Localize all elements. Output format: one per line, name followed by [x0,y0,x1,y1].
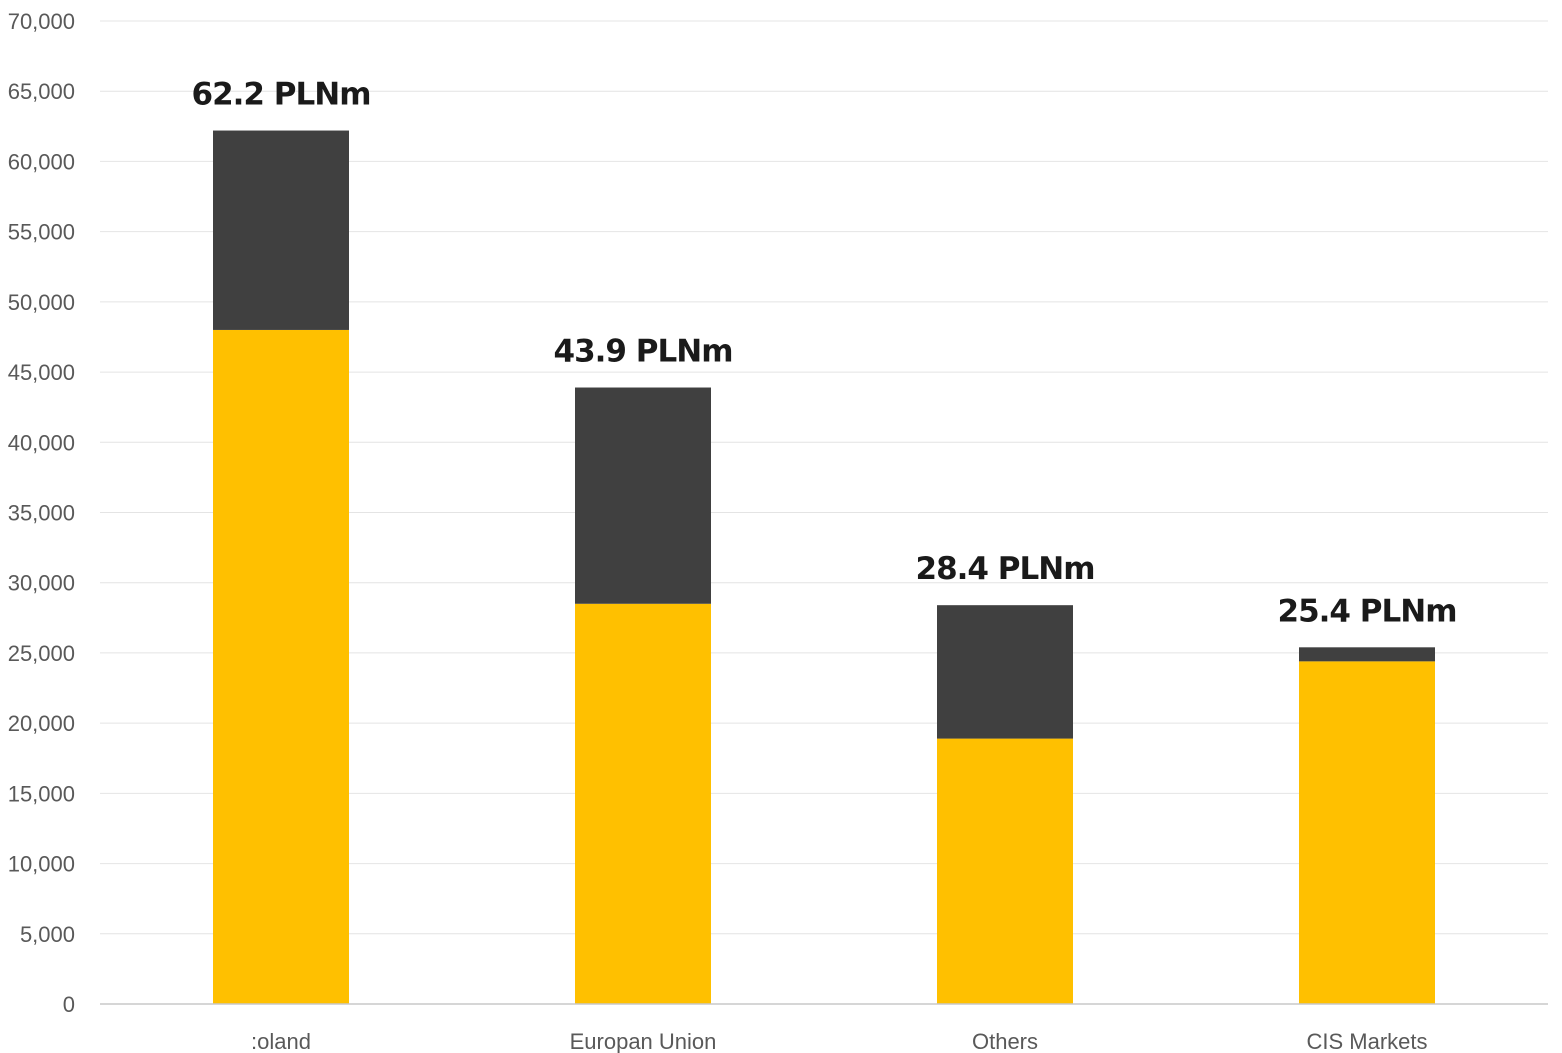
y-tick-label: 20,000 [8,711,75,736]
y-tick-label: 40,000 [8,430,75,455]
y-tick-label: 25,000 [8,641,75,666]
y-tick-label: 70,000 [8,9,75,34]
bar-total-label: 25.4 PLNm [1278,593,1457,629]
y-tick-label: 60,000 [8,149,75,174]
y-tick-label: 5,000 [20,922,75,947]
bar-total-label: 62.2 PLNm [192,77,371,113]
bar-segment-1 [937,605,1073,739]
bar-total-labels: 62.2 PLNm 43.9 PLNm 28.4 PLNm 25.4 PLNm [192,77,1458,630]
x-category-label: CIS Markets [1306,1029,1427,1053]
x-category-label: Europan Union [570,1029,717,1053]
x-category-label: :oland [251,1029,311,1053]
bar-total-label: 43.9 PLNm [554,334,733,370]
y-tick-label: 0 [63,992,75,1017]
bar-segment-1 [213,130,349,330]
y-tick-label: 35,000 [8,501,75,526]
y-tick-label: 50,000 [8,290,75,315]
x-category-label: Others [972,1029,1038,1053]
bar-segment-1 [1299,647,1435,662]
y-tick-label: 30,000 [8,571,75,596]
y-tick-label: 10,000 [8,852,75,877]
y-tick-label: 15,000 [8,781,75,806]
bar-total-label: 28.4 PLNm [916,551,1095,587]
bar-segment-0 [213,329,349,1004]
x-axis-category-labels: :oland Europan Union Others CIS Markets [251,1029,1427,1053]
y-axis-tick-labels: 0 5,000 10,000 15,000 20,000 25,000 30,000 35,0… [8,9,75,1017]
bars [213,130,1435,1004]
y-tick-label: 45,000 [8,360,75,385]
bar-segment-0 [1299,661,1435,1004]
bar-segment-1 [575,387,711,604]
y-tick-label: 65,000 [8,79,75,104]
bar-segment-0 [575,603,711,1004]
bar-segment-0 [937,738,1073,1004]
y-tick-label: 55,000 [8,220,75,245]
